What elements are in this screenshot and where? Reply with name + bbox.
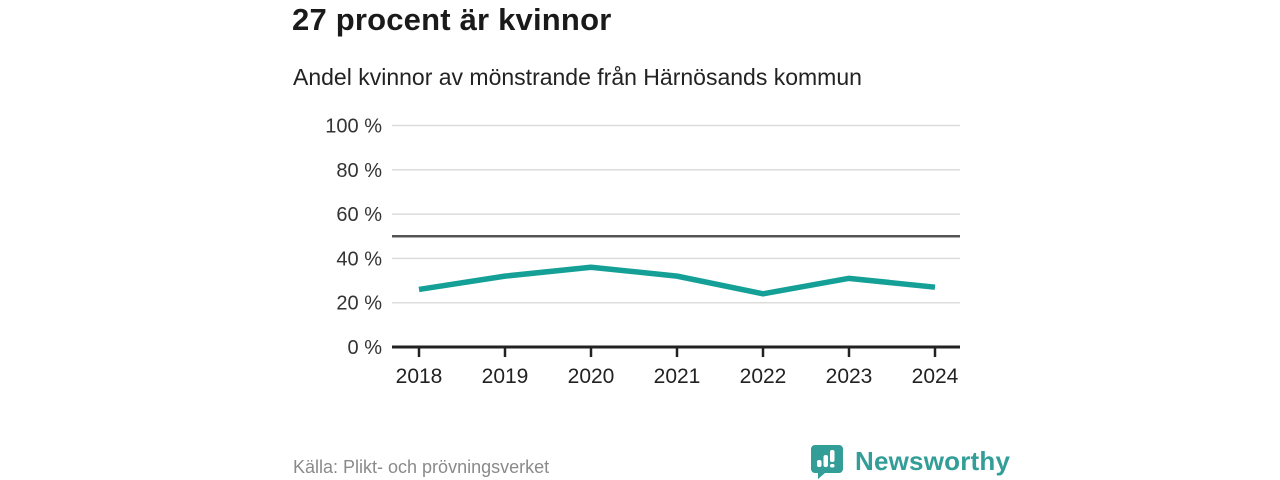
x-tick-label-2024: 2024 bbox=[912, 365, 959, 388]
y-tick-label-40: 40 % bbox=[336, 248, 382, 270]
chart-title: 27 procent är kvinnor bbox=[292, 2, 612, 37]
exclamation-stem bbox=[830, 450, 835, 462]
y-tick-label-0: 0 % bbox=[348, 337, 383, 359]
x-tick-label-2021: 2021 bbox=[654, 365, 701, 388]
bar-small bbox=[817, 460, 822, 467]
chart-subtitle: Andel kvinnor av mönstrande från Härnösa… bbox=[293, 64, 862, 90]
source-text: Källa: Plikt- och prövningsverket bbox=[293, 457, 550, 477]
y-tick-label-80: 80 % bbox=[336, 160, 382, 182]
newsworthy-speech-bubble-bar-chart-icon bbox=[811, 445, 843, 479]
y-tick-label-100: 100 % bbox=[325, 116, 382, 138]
newsworthy-brand: Newsworthy bbox=[808, 442, 1010, 480]
exclamation-dot bbox=[830, 464, 835, 468]
y-tick-label-60: 60 % bbox=[336, 204, 382, 226]
line-chart-svg: 0 % 20 % 40 % 60 % 80 % 100 % 2018 2019 2020 2021… bbox=[325, 116, 960, 388]
x-tick-label-2018: 2018 bbox=[396, 365, 443, 388]
x-tick-label-2023: 2023 bbox=[826, 365, 873, 388]
x-tick-label-2020: 2020 bbox=[568, 365, 615, 388]
y-tick-label-20: 20 % bbox=[336, 293, 382, 315]
data-line-0 bbox=[418, 264, 936, 297]
x-tick-label-2019: 2019 bbox=[482, 365, 529, 388]
bar-medium bbox=[823, 455, 828, 467]
brand-name: Newsworthy bbox=[855, 445, 1011, 476]
line-chart: 0 % 20 % 40 % 60 % 80 % 100 % 2018 2019 2020 2021… bbox=[270, 105, 970, 405]
x-tick-label-2022: 2022 bbox=[740, 365, 787, 388]
